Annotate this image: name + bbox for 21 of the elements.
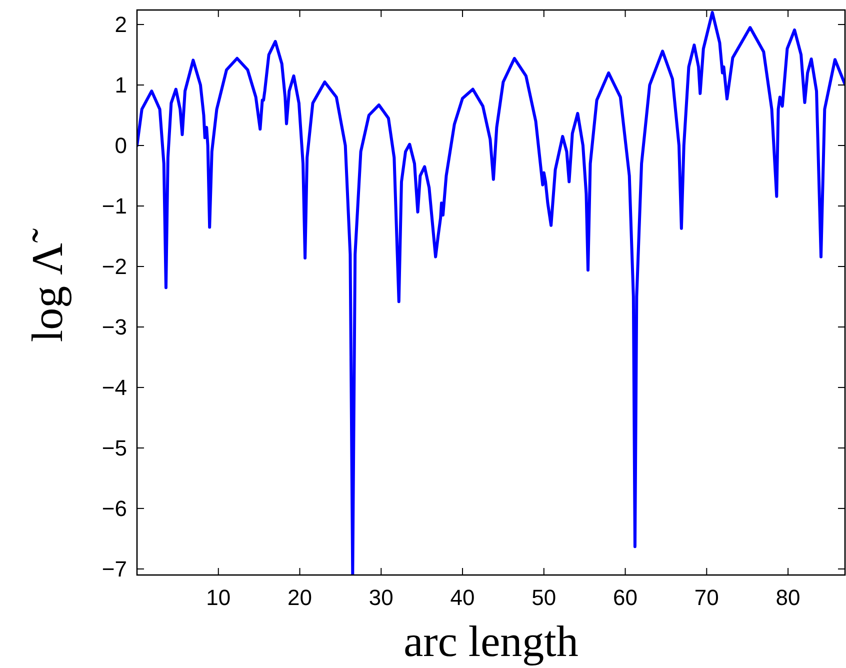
y-tick-label: −3 bbox=[102, 314, 127, 340]
x-tick-label: 80 bbox=[776, 585, 800, 610]
y-axis-title: log Λ̃ bbox=[23, 228, 72, 342]
x-tick-label: 20 bbox=[288, 585, 312, 610]
x-tick-label: 10 bbox=[206, 585, 231, 610]
y-tick-label: 2 bbox=[114, 12, 127, 38]
y-tick-label: −6 bbox=[102, 496, 127, 522]
x-tick-label: 60 bbox=[613, 585, 638, 610]
x-axis-title: arc length bbox=[404, 617, 578, 666]
y-tick-label: −4 bbox=[102, 375, 127, 400]
y-tick-label: −5 bbox=[102, 436, 127, 461]
y-tick-label: −1 bbox=[102, 194, 127, 219]
line-series bbox=[137, 10, 845, 575]
y-tick-label: 1 bbox=[114, 72, 127, 98]
x-tick-label: 50 bbox=[532, 585, 556, 610]
x-tick-label: 40 bbox=[450, 585, 475, 610]
x-tick-label: 30 bbox=[368, 585, 394, 610]
x-tick-label: 70 bbox=[694, 585, 719, 610]
y-tick-label: −7 bbox=[102, 556, 127, 582]
y-tick-label: −2 bbox=[102, 254, 127, 280]
y-tick-label: 0 bbox=[114, 133, 127, 158]
